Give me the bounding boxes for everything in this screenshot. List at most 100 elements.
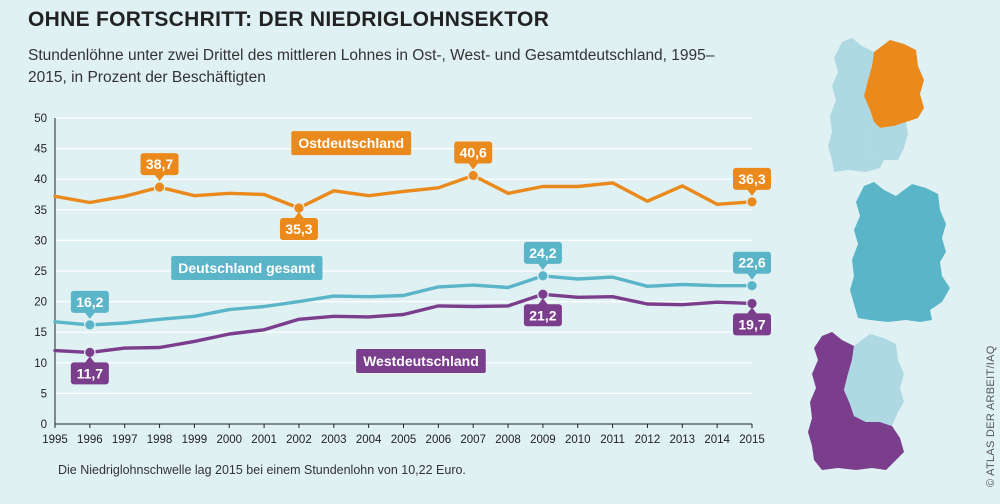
data-point [746, 279, 758, 292]
series-line-0 [53, 173, 754, 210]
x-tick-label: 2014 [704, 434, 730, 446]
value-box [70, 362, 109, 385]
series-name-box [171, 255, 323, 280]
value-box [523, 241, 562, 264]
x-tick-label: 2006 [426, 434, 452, 446]
value-callout: 35,3 [279, 202, 318, 240]
data-point [153, 181, 166, 193]
value-box [70, 290, 109, 313]
y-tick-label: 35 [34, 205, 47, 217]
value-box [733, 251, 771, 274]
map-deutschland-gesamt [850, 182, 950, 322]
value-callout: 19,7 [733, 297, 771, 336]
x-tick-label: 1997 [112, 434, 138, 446]
series-name-label: Ostdeutschland [291, 131, 412, 156]
y-tick-label: 15 [34, 327, 47, 339]
x-tick-label: 2012 [635, 434, 661, 446]
series-name-box [356, 348, 486, 373]
map-south-region [864, 122, 908, 160]
series-name-box [291, 131, 412, 156]
y-tick-label: 10 [34, 358, 47, 370]
value-callout: 40,6 [454, 141, 493, 182]
x-tick-label: 2015 [739, 434, 765, 446]
map-east-region [864, 40, 924, 128]
value-callout: 16,2 [70, 290, 109, 331]
x-tick-label: 2001 [251, 434, 277, 446]
credit: © ATLAS DER ARBEIT/IAQ [985, 345, 997, 487]
map-ostdeutschland [828, 38, 924, 172]
value-box [733, 167, 771, 190]
value-box [523, 304, 562, 327]
value-box [454, 141, 493, 164]
series-line-1 [53, 274, 754, 327]
data-point [746, 196, 758, 208]
value-callout: 36,3 [733, 167, 771, 208]
data-label: 36,3 [738, 171, 765, 187]
x-tick-label: 1996 [77, 434, 103, 446]
map-west-region [828, 38, 884, 172]
data-point [467, 169, 479, 182]
y-tick-label: 50 [34, 113, 47, 125]
x-tick-label: 2011 [600, 434, 625, 446]
chart-series-labels: Ostdeutschland Deutschland gesamt Westdeut… [171, 131, 486, 373]
data-label: 22,6 [738, 255, 765, 271]
x-tick-label: 2004 [356, 434, 382, 446]
series-name-label: Deutschland gesamt [171, 255, 323, 280]
value-callout: 38,7 [140, 153, 179, 193]
map-west-region [808, 332, 904, 470]
x-tick-label: 2007 [460, 434, 486, 446]
x-tick-label: 1999 [182, 434, 208, 446]
series-name-text: Westdeutschland [363, 353, 479, 369]
data-label: 24,2 [529, 245, 556, 261]
x-tick-label: 2003 [321, 434, 347, 446]
x-tick-label: 1998 [147, 434, 173, 446]
data-point [537, 270, 549, 282]
data-label: 19,7 [738, 316, 765, 332]
data-label: 11,7 [77, 365, 104, 381]
x-tick-label: 1995 [42, 434, 68, 446]
x-tick-label: 2005 [391, 434, 417, 446]
chart-markers: 38,7 35,3 40,6 36,3 16,2 24,2 22,6 11,7 21,2 19,7 [70, 141, 771, 385]
data-label: 35,3 [285, 221, 312, 237]
value-box [279, 217, 318, 240]
value-callout: 11,7 [70, 346, 109, 385]
data-point [84, 319, 96, 331]
value-callout: 21,2 [523, 288, 562, 327]
chart-series-lines [53, 173, 754, 355]
page-subtitle: Stundenlöhne unter zwei Drittel des mitt… [28, 47, 715, 86]
data-label: 38,7 [146, 156, 173, 172]
footnote: Die Niedriglohnschwelle lag 2015 bei ein… [58, 463, 466, 477]
value-callout: 24,2 [523, 241, 562, 282]
value-box [140, 153, 179, 176]
map-east-region [844, 334, 904, 426]
x-tick-label: 2008 [495, 434, 521, 446]
x-tick-label: 2013 [670, 434, 696, 446]
data-label: 16,2 [76, 294, 103, 310]
series-name-text: Ostdeutschland [298, 135, 404, 151]
data-label: 40,6 [460, 145, 487, 161]
map-germany-region [850, 182, 950, 322]
y-tick-label: 20 [34, 297, 47, 309]
value-callout: 22,6 [733, 251, 771, 292]
y-tick-label: 0 [41, 419, 47, 431]
y-tick-label: 30 [34, 235, 47, 247]
map-westdeutschland [808, 332, 904, 470]
series-name-label: Westdeutschland [356, 348, 486, 373]
y-tick-label: 45 [34, 144, 47, 156]
y-tick-label: 25 [34, 266, 47, 278]
chart-axes: 0 5 10 15 20 25 30 35 40 45 50 1995 1996 1997 1998 1999… [34, 113, 765, 446]
x-tick-label: 2002 [286, 434, 312, 446]
data-label: 21,2 [529, 307, 556, 323]
value-box [733, 313, 771, 336]
x-tick-label: 2010 [565, 434, 591, 446]
y-tick-label: 5 [41, 388, 47, 400]
series-name-text: Deutschland gesamt [178, 260, 315, 276]
x-tick-label: 2000 [216, 434, 242, 446]
series-line-2 [53, 292, 754, 355]
x-tick-label: 2009 [530, 434, 556, 446]
y-tick-label: 40 [34, 174, 47, 186]
page-title: OHNE FORTSCHRITT: DER NIEDRIGLOHNSEKTOR [28, 8, 550, 31]
